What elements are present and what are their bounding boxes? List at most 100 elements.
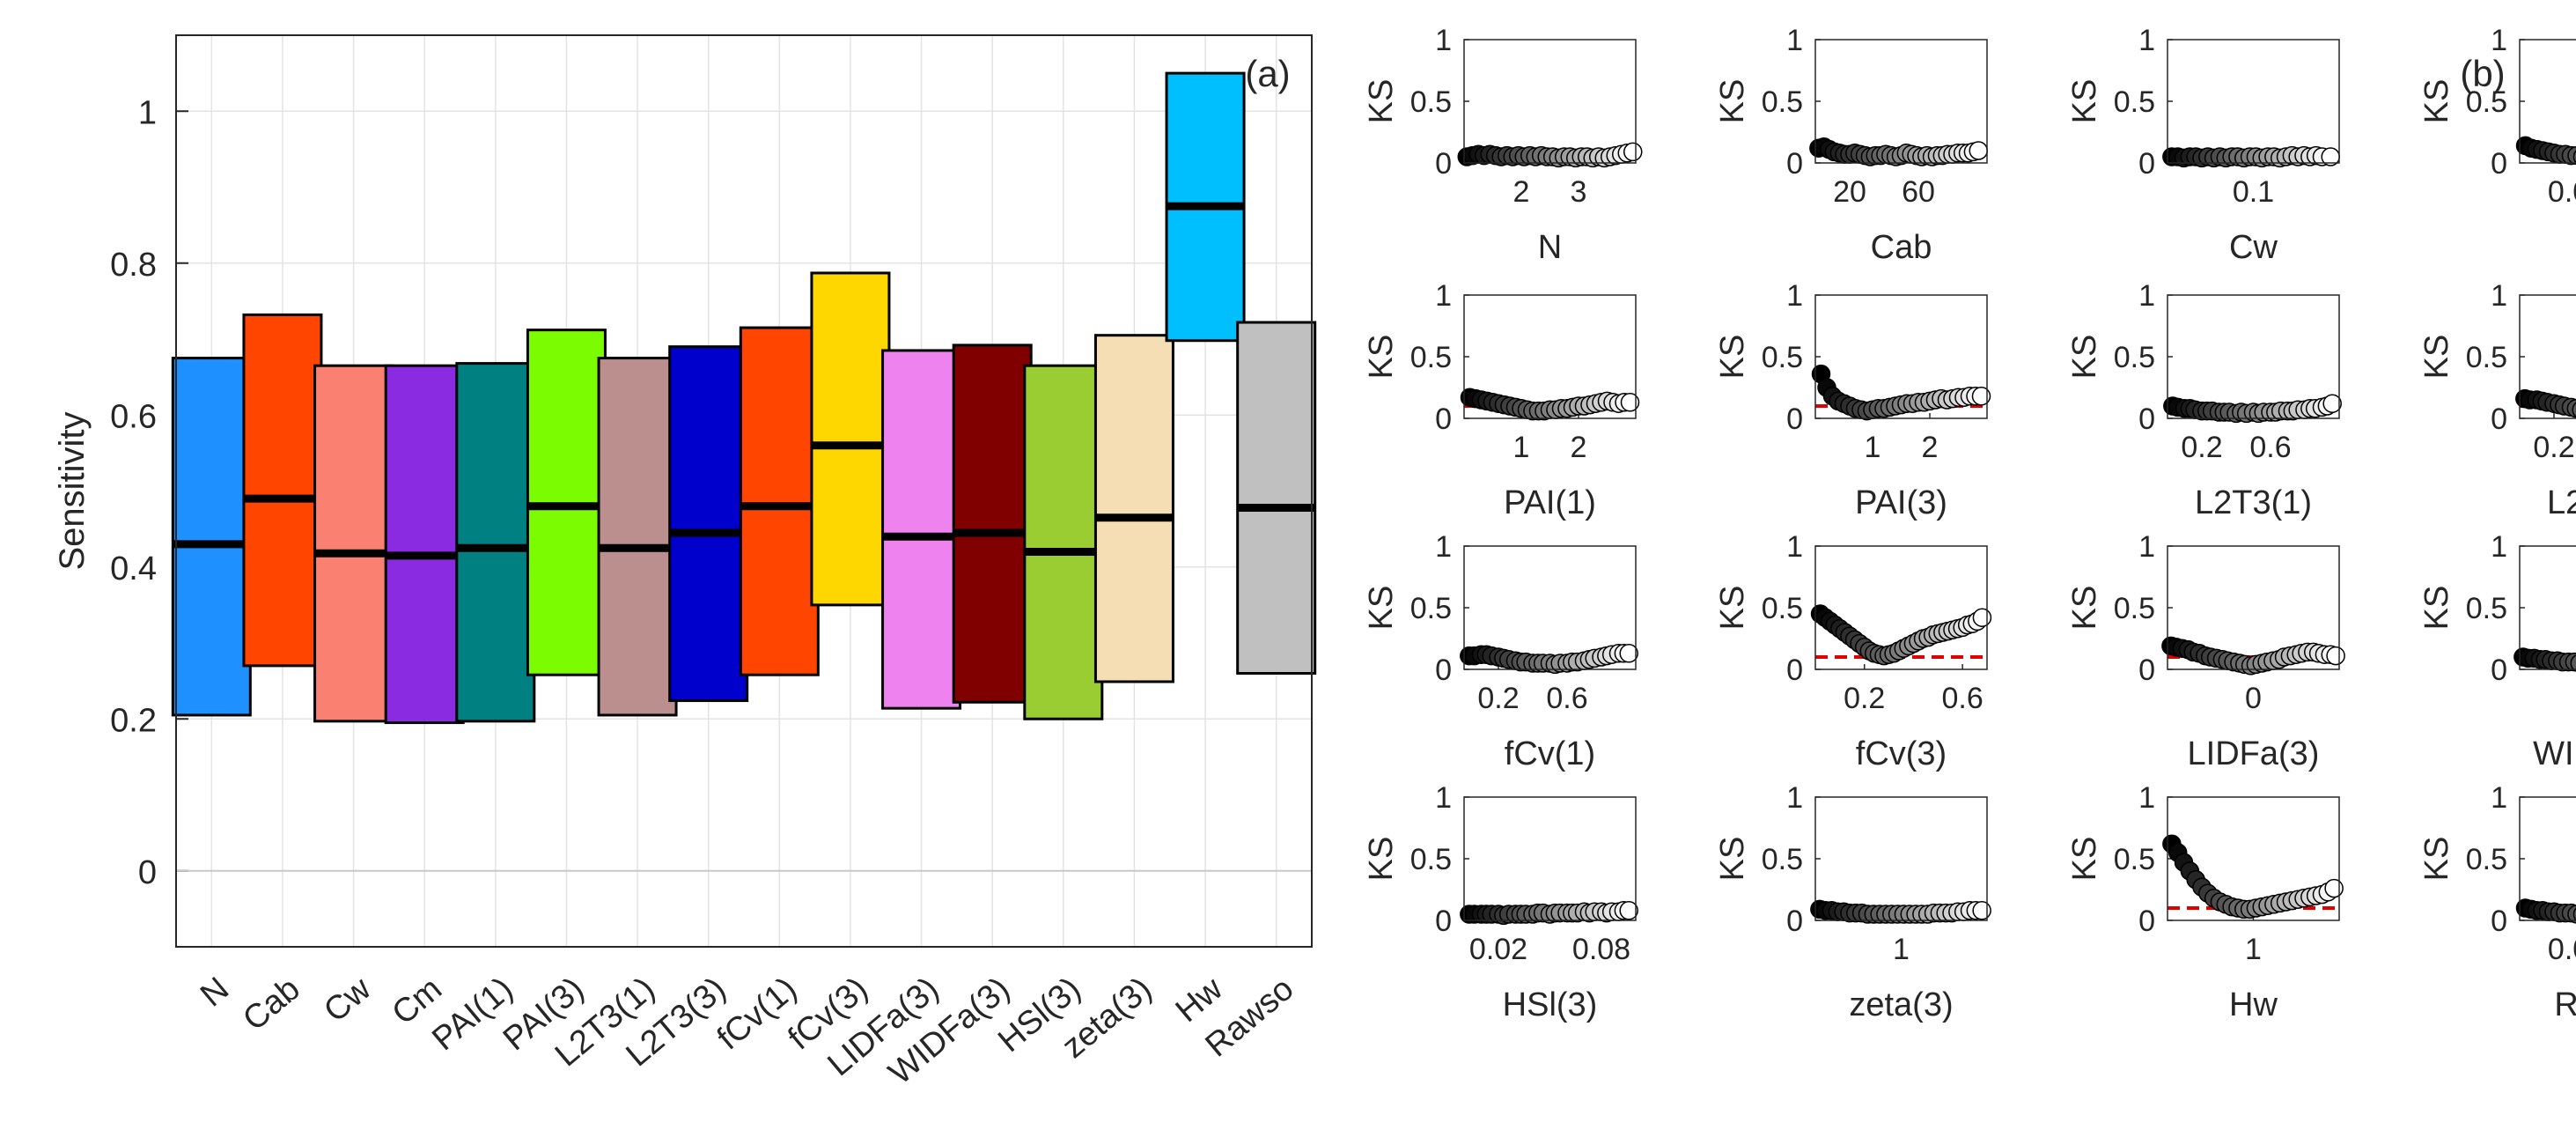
ks-ytick-label: 0 — [1435, 905, 1452, 938]
ks-xlabel: zeta(3) — [1849, 986, 1953, 1023]
ks-ylabel: KS — [2066, 586, 2103, 631]
ks-subplot: 0 0.5 1 0.1 KS Cw — [2066, 24, 2340, 266]
ks-point — [2572, 907, 2576, 921]
ks-point — [1620, 393, 1640, 412]
ks-xtick-label: 1 — [2245, 933, 2262, 966]
ks-ytick-label: 0 — [2138, 147, 2155, 181]
ks-axes-background — [1464, 797, 1636, 920]
panel-a-ytick-label: 0.6 — [110, 398, 157, 435]
ks-axes-background — [2168, 40, 2339, 163]
sensitivity-bar — [1023, 364, 1104, 720]
ks-xlabel: N — [1538, 229, 1562, 266]
ks-ytick-label: 0.5 — [1762, 592, 1803, 625]
ks-ylabel: KS — [2418, 79, 2455, 124]
ks-xtick-label: 0 — [2245, 682, 2262, 715]
ks-ytick-label: 0.5 — [1410, 341, 1452, 374]
ks-point — [1619, 901, 1638, 920]
category-label: N — [194, 971, 236, 1015]
ks-ylabel: KS — [2418, 837, 2455, 882]
ks-subplot: 0 0.5 1 0.2 0.6 KS L2T3(1) — [2066, 279, 2342, 521]
ks-axes-frame — [2167, 39, 2340, 164]
ks-xtick-label: 3 — [1571, 175, 1587, 209]
ks-xtick-label: 0.2 — [1844, 682, 1885, 715]
ks-ylabel: KS — [1714, 79, 1751, 124]
ks-subplot: 0 0.5 1 0.02 0.08 KS HSl(3) — [1363, 781, 1638, 1023]
ks-axes-background — [1815, 797, 1987, 920]
ks-ytick-label: 0.5 — [1410, 592, 1452, 625]
ks-xtick-label: 2 — [1513, 175, 1530, 209]
ks-axes-frame — [2167, 796, 2340, 921]
ks-ytick-label: 0 — [2138, 905, 2155, 938]
ks-xtick-label: 1 — [1893, 933, 1910, 966]
ks-ytick-label: 1 — [2138, 530, 2155, 564]
ks-ytick-label: 1 — [2138, 279, 2155, 313]
ks-xtick-label: 1 — [1513, 431, 1530, 464]
ks-ytick-label: 1 — [2138, 24, 2155, 57]
ks-xlabel: WIDFa(3) — [2533, 735, 2576, 772]
ks-xtick-label: 0.6 — [2249, 431, 2291, 464]
ks-ylabel: KS — [1714, 837, 1751, 882]
ks-subplot: 0 0.5 1 0.2 0.6 KS fCv(3) — [1714, 530, 1992, 772]
sensitivity-bar — [668, 345, 749, 703]
panel-a-ytick-label: 0.4 — [110, 550, 157, 587]
ks-point — [2322, 394, 2342, 413]
sensitivity-bar — [810, 271, 891, 607]
ks-xlabel: Rawso — [2554, 986, 2576, 1023]
ks-ylabel: KS — [1363, 335, 1400, 380]
ks-ytick-label: 1 — [1786, 279, 1803, 313]
ks-subplot: 00.510.02KSCm — [2418, 24, 2576, 209]
ks-axes-frame — [1463, 545, 1637, 670]
panel-b-label: (b) — [2460, 53, 2505, 94]
ks-subplot: 0 0.5 1 1 2 KS PAI(3) — [1714, 279, 1991, 521]
panel-a-ytick-label: 0 — [138, 854, 157, 891]
ks-xtick-label: 2 — [1922, 431, 1939, 464]
category-label: fCv(1) — [710, 971, 804, 1058]
ks-axes-frame — [1814, 39, 1988, 164]
sensitivity-bar — [952, 343, 1033, 704]
category-label: Cab — [236, 971, 306, 1038]
ks-point — [1972, 901, 1991, 920]
sensitivity-bar — [1236, 321, 1317, 675]
ks-ytick-label: 1 — [2491, 781, 2507, 815]
ks-xtick-label: 60 — [1902, 175, 1935, 209]
panel-a-label: (a) — [1245, 53, 1290, 94]
panel-a: 00.20.40.60.81N Cab Cw CmPAI(1)PAI(3)L2T3(1… — [53, 34, 1317, 1092]
ks-ylabel: KS — [1363, 79, 1400, 124]
ks-axes-frame — [1463, 294, 1637, 419]
ks-ytick-label: 0 — [1786, 147, 1803, 181]
panel-a-ytick-label: 0.8 — [110, 247, 157, 284]
ks-xtick-label: 0.01 — [2548, 933, 2576, 966]
sensitivity-bar — [313, 364, 394, 723]
ks-xlabel: PAI(3) — [1855, 484, 1947, 521]
ks-ytick-label: 1 — [1786, 530, 1803, 564]
panel-a-frame — [175, 34, 1313, 948]
sensitivity-bar — [455, 362, 536, 723]
ks-xtick-label: 0.6 — [1546, 682, 1587, 715]
ks-axes-frame — [2519, 39, 2576, 164]
ks-axes-frame — [1814, 545, 1988, 670]
ks-xtick-label: 20 — [1833, 175, 1866, 209]
ks-ytick-label: 0.5 — [2114, 843, 2155, 876]
ks-point — [2567, 905, 2576, 924]
ks-point — [2572, 402, 2576, 417]
ks-ylabel: KS — [1714, 586, 1751, 631]
ks-ytick-label: 1 — [1435, 530, 1452, 564]
ks-xtick-label: 0.2 — [1477, 682, 1519, 715]
ks-subplot: 0 0.5 1 1 KS Hw — [2066, 781, 2344, 1023]
ks-ytick-label: 1 — [2491, 24, 2507, 57]
ks-point — [1972, 608, 1992, 627]
ks-subplot: 0 0.5 1 0 KS LIDFa(3) — [2066, 530, 2345, 772]
ks-ylabel: KS — [1363, 586, 1400, 631]
ks-axes-background — [1815, 40, 1987, 163]
ks-ytick-label: 0.5 — [2466, 85, 2507, 119]
ks-ytick-label: 0.5 — [2466, 592, 2507, 625]
ks-axes-frame — [2167, 545, 2340, 670]
ks-ytick-label: 0.5 — [1762, 85, 1803, 119]
ks-ylabel: KS — [1363, 837, 1400, 882]
ks-point — [1619, 644, 1638, 663]
category-label: PAI(1) — [425, 971, 519, 1059]
sensitivity-bar — [242, 313, 323, 668]
ks-ylabel: KS — [2418, 335, 2455, 380]
